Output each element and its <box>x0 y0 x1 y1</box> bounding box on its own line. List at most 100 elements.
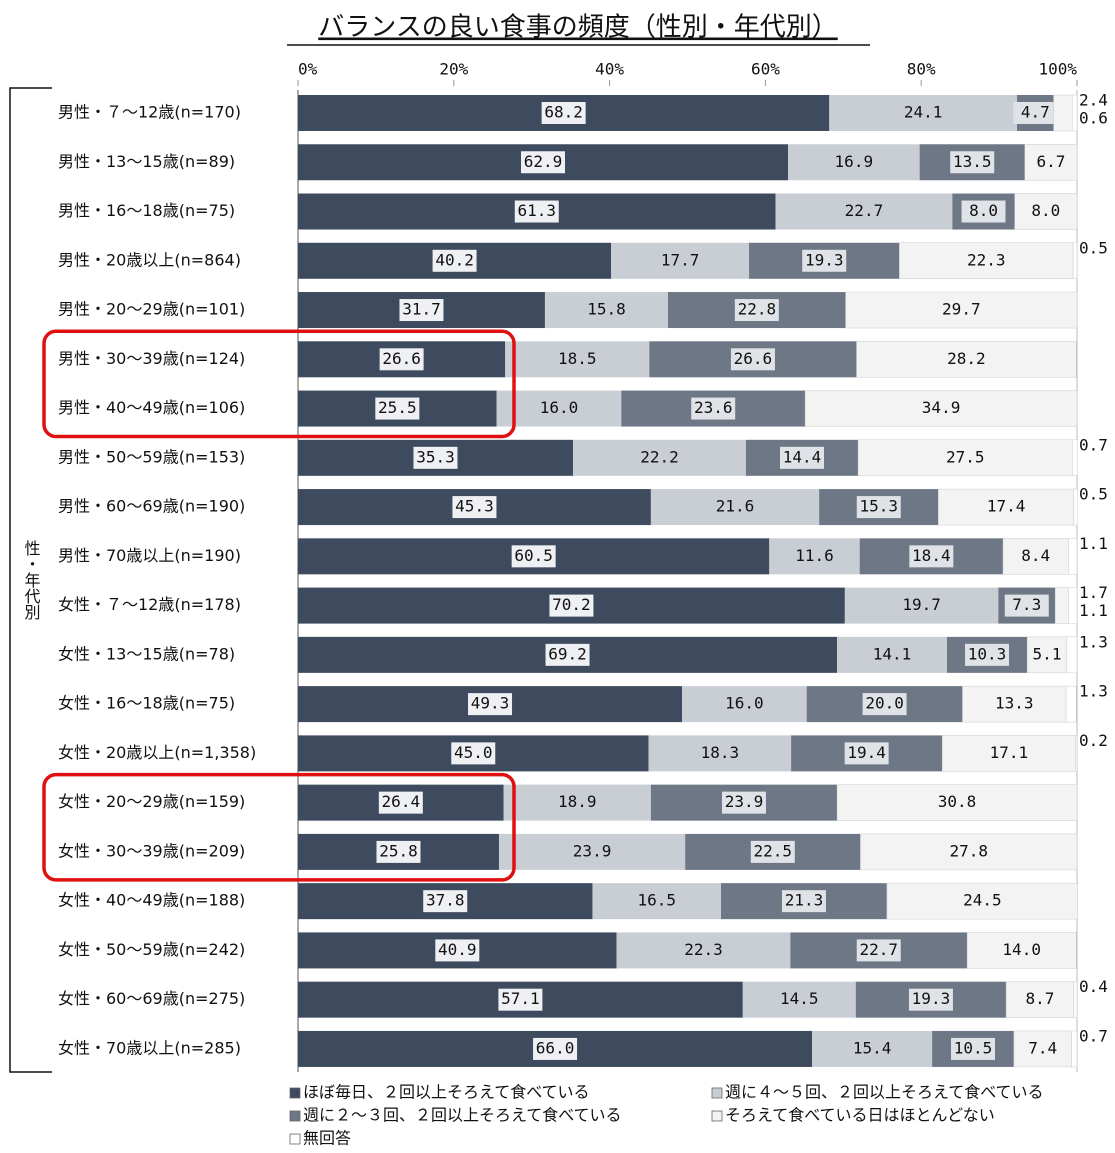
data-label: 20.0 <box>865 694 904 713</box>
data-label: 15.8 <box>587 300 626 319</box>
bar-segment <box>962 685 1067 723</box>
data-label: 19.4 <box>847 743 886 762</box>
x-tick-label: 60% <box>751 60 780 79</box>
data-label: 13.5 <box>953 152 992 171</box>
label-box <box>965 643 1010 666</box>
data-label: 17.1 <box>990 743 1029 762</box>
bar-segment <box>1026 636 1068 674</box>
data-label: 31.7 <box>402 300 441 319</box>
data-label: 22.3 <box>967 250 1006 269</box>
data-label: 16.0 <box>725 694 764 713</box>
data-label: 22.7 <box>859 940 898 959</box>
data-label: 40.2 <box>435 250 474 269</box>
data-label: 6.7 <box>1036 152 1065 171</box>
label-box <box>541 102 586 124</box>
bar-segment <box>938 488 1075 526</box>
label-box <box>432 249 477 272</box>
row-label: 男性・30～39歳(n=124) <box>58 349 245 368</box>
bar-segment <box>616 932 791 969</box>
label-box <box>961 200 1006 223</box>
bar-segment <box>648 735 792 772</box>
bar-segment <box>787 144 920 181</box>
bar-segment <box>650 489 820 526</box>
label-box <box>750 840 795 863</box>
bar-segment <box>804 390 1078 427</box>
data-label: 18.3 <box>701 743 740 762</box>
row-label: 男性・40～49歳(n=106) <box>58 398 245 417</box>
label-box <box>379 348 424 371</box>
data-label: 30.8 <box>938 792 977 811</box>
legend-label: 週に４～５回、２回以上そろえて食べている <box>725 1083 1044 1102</box>
bar-segment <box>1002 538 1069 575</box>
bar-segment <box>1054 587 1069 624</box>
row-label: 女性・30～39歳(n=209) <box>58 841 245 860</box>
data-label: 1.1 <box>1079 534 1108 553</box>
label-box <box>780 446 825 469</box>
legend-swatch <box>289 1087 301 1099</box>
bar-segment <box>1073 981 1078 1018</box>
data-label: 16.9 <box>835 152 874 171</box>
bar-segment <box>505 341 650 378</box>
label-box <box>498 988 543 1011</box>
data-label: 25.8 <box>379 841 418 860</box>
row-label: 女性・20歳以上(n=1,358) <box>58 743 256 762</box>
data-label: 27.8 <box>949 841 988 860</box>
data-label: 25.5 <box>378 398 417 417</box>
row-label: 男性・60～69歳(n=190) <box>58 497 245 516</box>
data-label: 18.4 <box>912 546 951 565</box>
data-label: 21.3 <box>785 891 824 910</box>
data-label: 7.3 <box>1012 595 1041 614</box>
bar-segment <box>611 242 750 279</box>
data-label: 19.3 <box>912 989 951 1008</box>
data-label: 66.0 <box>536 1038 575 1057</box>
data-label: 29.7 <box>942 300 981 319</box>
data-label: 24.1 <box>904 103 943 122</box>
data-label: 26.6 <box>382 349 421 368</box>
bar-segment <box>1071 1030 1078 1068</box>
label-box <box>423 890 468 913</box>
data-label: 62.9 <box>524 152 563 171</box>
bar-segment <box>592 883 721 920</box>
x-tick-label: 20% <box>439 60 468 79</box>
label-box <box>781 890 826 913</box>
label-box <box>862 693 907 716</box>
data-label: 14.5 <box>780 989 819 1008</box>
data-label: 19.3 <box>805 250 844 269</box>
data-label: 23.9 <box>725 792 764 811</box>
data-label: 22.7 <box>845 201 884 220</box>
data-label: 0.5 <box>1079 238 1108 257</box>
data-label: 8.0 <box>1031 201 1060 220</box>
x-tick-label: 100% <box>1038 60 1077 79</box>
row-label: 女性・40～49歳(n=188) <box>58 891 245 910</box>
data-label: 0.4 <box>1079 977 1108 996</box>
label-box <box>435 939 480 962</box>
label-box <box>468 693 513 716</box>
label-box <box>844 742 889 765</box>
data-label: 15.4 <box>853 1038 892 1057</box>
data-label: 1.3 <box>1079 632 1108 651</box>
y-bracket <box>9 87 52 1073</box>
row-label: 女性・50～59歳(n=242) <box>58 940 245 959</box>
label-box <box>1013 102 1058 124</box>
data-label: 23.9 <box>573 841 612 860</box>
data-label: 28.2 <box>947 349 986 368</box>
label-box <box>378 791 423 814</box>
data-label: 14.4 <box>783 447 822 466</box>
x-tick-label: 80% <box>907 60 936 79</box>
data-label: 0.5 <box>1079 485 1108 504</box>
legend-swatch <box>289 1110 301 1122</box>
row-label: 女性・60～69歳(n=275) <box>58 989 245 1008</box>
row-label: 女性・13～15歳(n=78) <box>58 644 235 663</box>
data-label: 34.9 <box>922 398 961 417</box>
bar-segment <box>1072 94 1078 132</box>
row-label: 男性・７～12歳(n=170) <box>58 103 241 122</box>
data-label: 19.7 <box>902 595 941 614</box>
legend-swatch <box>711 1087 723 1099</box>
label-box <box>549 594 594 617</box>
data-label: 4.7 <box>1021 103 1050 122</box>
data-label: 11.6 <box>795 546 834 565</box>
bar-segment <box>812 1030 933 1067</box>
chart-title: バランスの良い食事の頻度（性別・年代別） <box>318 13 837 43</box>
label-box <box>520 151 565 174</box>
data-label: 8.7 <box>1026 989 1055 1008</box>
